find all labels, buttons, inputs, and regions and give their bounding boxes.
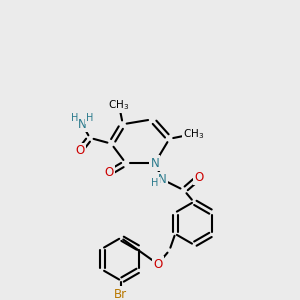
Text: H: H [70,113,78,123]
Text: CH$_3$: CH$_3$ [108,98,130,112]
Text: Br: Br [114,288,128,300]
Text: N: N [158,173,167,186]
Text: CH$_3$: CH$_3$ [183,127,204,141]
Text: O: O [105,166,114,179]
Text: H: H [86,113,94,123]
Text: CH₃: CH₃ [111,100,127,109]
Text: N: N [151,157,159,169]
Text: N: N [78,118,86,131]
Text: O: O [153,257,162,271]
Text: H: H [151,178,158,188]
Text: O: O [194,171,203,184]
Text: O: O [76,144,85,157]
